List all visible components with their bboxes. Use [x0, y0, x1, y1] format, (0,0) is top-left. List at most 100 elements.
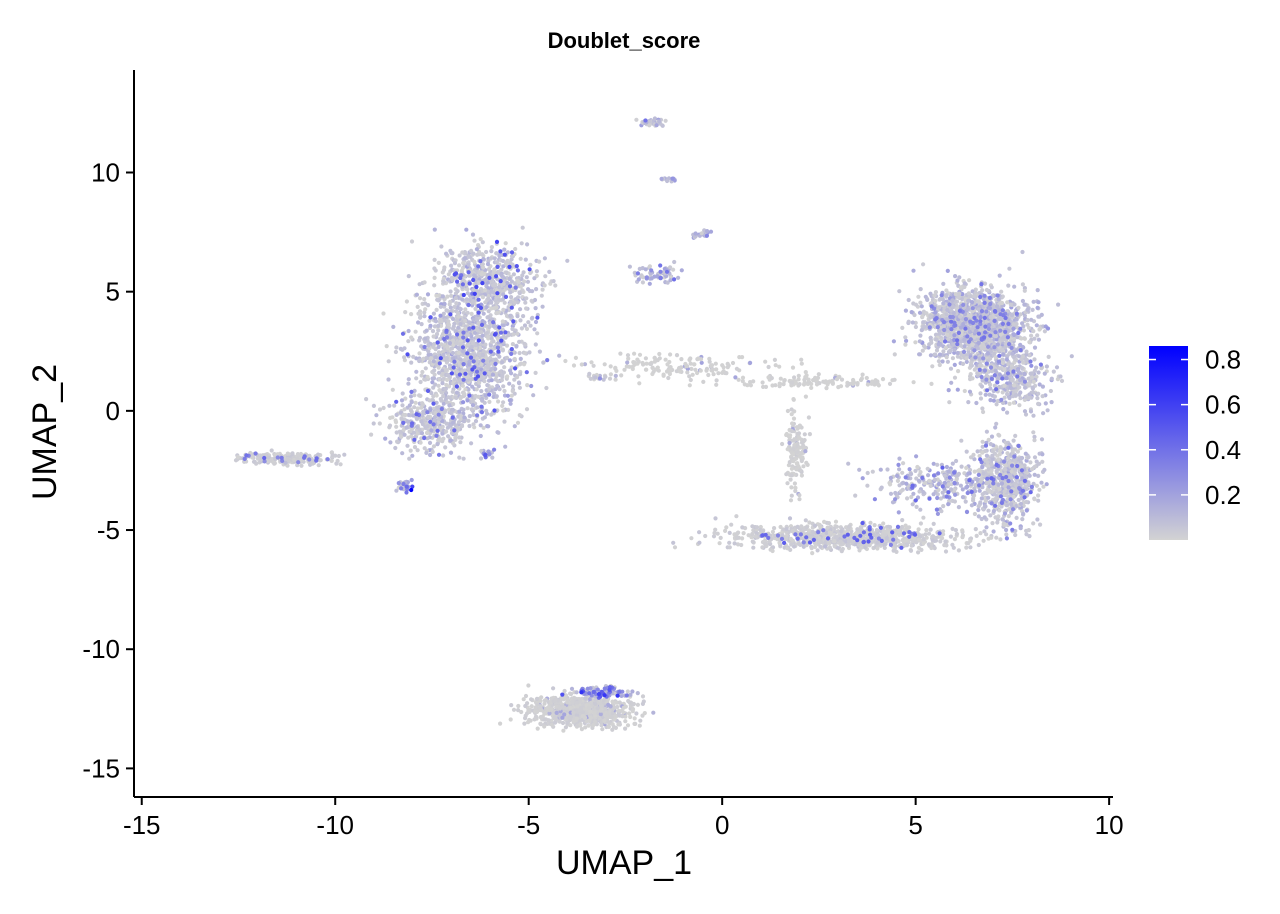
data-point: [377, 407, 383, 412]
data-point: [424, 430, 430, 435]
data-point: [601, 377, 606, 382]
data-point: [525, 383, 530, 388]
data-point: [476, 321, 481, 326]
data-point: [285, 451, 290, 456]
data-point: [984, 525, 989, 530]
data-point: [972, 367, 977, 372]
data-point: [407, 403, 412, 408]
data-point: [763, 384, 769, 389]
data-point: [589, 360, 594, 365]
data-point: [490, 455, 495, 460]
data-point: [1028, 409, 1034, 414]
data-point: [475, 252, 480, 257]
data-point: [508, 368, 513, 373]
data-point: [1014, 349, 1019, 354]
data-point: [401, 427, 406, 432]
data-point: [721, 365, 726, 370]
data-point: [724, 371, 729, 376]
data-point: [995, 342, 1000, 347]
data-point: [512, 300, 517, 305]
data-point: [437, 319, 443, 324]
data-point: [436, 365, 441, 370]
data-point: [507, 398, 512, 403]
data-point: [486, 267, 492, 272]
data-point: [487, 386, 492, 392]
data-point: [441, 436, 446, 441]
data-point: [892, 377, 897, 382]
data-point: [452, 304, 457, 309]
data-point: [515, 278, 520, 283]
data-point: [531, 393, 536, 398]
data-point: [913, 324, 919, 330]
data-point: [966, 400, 971, 405]
data-point: [310, 458, 315, 463]
data-point: [455, 289, 460, 294]
data-point: [390, 387, 395, 392]
data-point: [539, 293, 544, 298]
data-point: [506, 333, 511, 338]
data-point: [763, 359, 768, 364]
data-point: [485, 364, 490, 370]
data-point: [406, 328, 411, 334]
data-point: [655, 358, 660, 363]
data-point: [466, 262, 471, 267]
data-point: [1036, 337, 1041, 342]
data-point: [399, 398, 405, 403]
data-point: [472, 425, 477, 430]
data-point: [499, 272, 504, 278]
data-point: [456, 325, 461, 330]
data-point: [643, 267, 648, 272]
data-point: [1018, 501, 1024, 506]
data-point: [456, 426, 461, 432]
data-point: [809, 385, 814, 390]
data-point: [1006, 456, 1011, 461]
data-point: [529, 383, 534, 389]
data-point: [503, 444, 508, 449]
data-point: [512, 356, 517, 362]
data-point: [442, 301, 447, 307]
data-point: [690, 372, 695, 377]
data-point: [637, 381, 642, 386]
data-point: [495, 310, 500, 315]
data-point: [956, 294, 961, 300]
data-point: [458, 342, 463, 347]
data-point: [624, 364, 629, 369]
data-point: [547, 269, 552, 274]
data-point: [515, 420, 521, 425]
data-point: [913, 340, 918, 345]
data-point: [414, 292, 419, 297]
data-point: [993, 334, 999, 339]
data-point: [650, 365, 655, 370]
data-point: [957, 291, 962, 296]
data-point: [441, 311, 446, 316]
data-point: [457, 263, 462, 268]
data-point: [647, 119, 652, 124]
data-point: [448, 289, 453, 294]
data-point: [523, 257, 528, 262]
data-point: [384, 344, 389, 349]
data-point: [1042, 329, 1047, 334]
data-point: [418, 379, 423, 385]
data-point: [505, 393, 510, 398]
data-point: [433, 382, 438, 387]
data-point: [748, 380, 753, 385]
data-point: [491, 339, 496, 344]
data-point: [1016, 305, 1021, 310]
data-point: [1000, 390, 1005, 395]
data-point: [412, 405, 417, 410]
data-point: [799, 357, 804, 362]
data-point: [458, 357, 463, 362]
data-point: [451, 402, 456, 407]
data-point: [961, 322, 966, 327]
data-point: [1014, 321, 1019, 327]
data-point: [824, 386, 829, 391]
data-point: [491, 394, 496, 399]
data-point: [711, 372, 716, 377]
data-point: [493, 377, 498, 382]
data-point: [501, 281, 506, 286]
data-point: [415, 448, 420, 453]
data-point: [502, 388, 507, 394]
data-point: [1000, 300, 1005, 306]
data-point: [441, 401, 446, 406]
data-point: [929, 381, 934, 386]
